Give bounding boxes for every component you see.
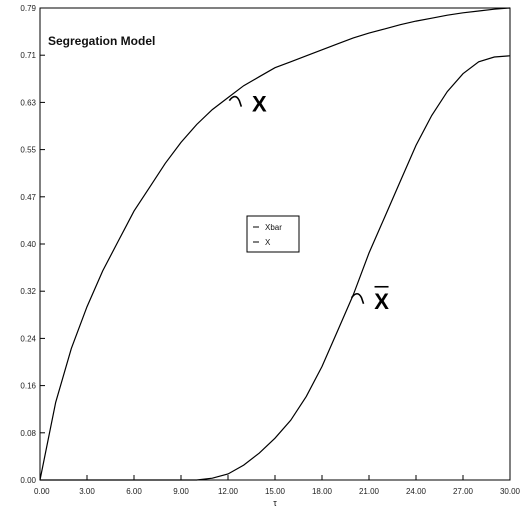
y-tick-label: 0.16 bbox=[20, 382, 36, 391]
x-tick-label: 3.00 bbox=[79, 487, 95, 496]
annotations: XX bbox=[228, 92, 389, 314]
legend-box bbox=[246, 215, 300, 253]
y-tick-label: 0.71 bbox=[20, 51, 36, 60]
y-tick-label: 0.32 bbox=[20, 287, 36, 296]
annotation-hook bbox=[350, 292, 365, 305]
x-tick-label: 24.00 bbox=[406, 487, 427, 496]
chart-title: Segregation Model bbox=[48, 34, 155, 48]
x-tick-label: 15.00 bbox=[265, 487, 286, 496]
series-line-x bbox=[40, 55, 511, 481]
series-layer bbox=[39, 7, 511, 481]
y-tick-label: 0.55 bbox=[20, 146, 36, 155]
x-axis-ticks: 0.00 3.00 6.00 9.00 12.00 15.00 18.00 21.00 24.0… bbox=[34, 475, 521, 496]
annotation-label: X bbox=[252, 92, 267, 117]
annotation-hook bbox=[228, 95, 243, 107]
x-tick-label: 9.00 bbox=[173, 487, 189, 496]
x-tick-label: 6.00 bbox=[126, 487, 142, 496]
y-tick-label: 0.24 bbox=[20, 334, 36, 343]
y-tick-label: 0.79 bbox=[20, 4, 36, 13]
x-axis-label: τ bbox=[273, 498, 277, 508]
y-tick-label: 0.08 bbox=[20, 429, 36, 438]
y-tick-label: 0.63 bbox=[20, 98, 36, 107]
x-tick-label: 18.00 bbox=[312, 487, 333, 496]
x-tick-label: 27.00 bbox=[453, 487, 474, 496]
legend: Xbar X bbox=[246, 215, 300, 253]
x-tick-label: 12.00 bbox=[218, 487, 239, 496]
x-tick-label: 30.00 bbox=[500, 487, 521, 496]
y-tick-label: 0.47 bbox=[20, 193, 36, 202]
y-tick-label: 0.40 bbox=[20, 240, 36, 249]
y-axis-ticks: 0.00 0.08 0.16 0.24 0.32 0.40 0.47 0.55 0.63 0.71… bbox=[20, 4, 45, 485]
y-tick-label: 0.00 bbox=[20, 476, 36, 485]
legend-entry-xbar: Xbar bbox=[265, 223, 282, 232]
x-tick-label: 21.00 bbox=[359, 487, 380, 496]
x-tick-label: 0.00 bbox=[34, 487, 50, 496]
legend-entry-x: X bbox=[265, 238, 271, 247]
series-line-xbar bbox=[39, 7, 511, 481]
annotation-label: X bbox=[374, 289, 389, 314]
